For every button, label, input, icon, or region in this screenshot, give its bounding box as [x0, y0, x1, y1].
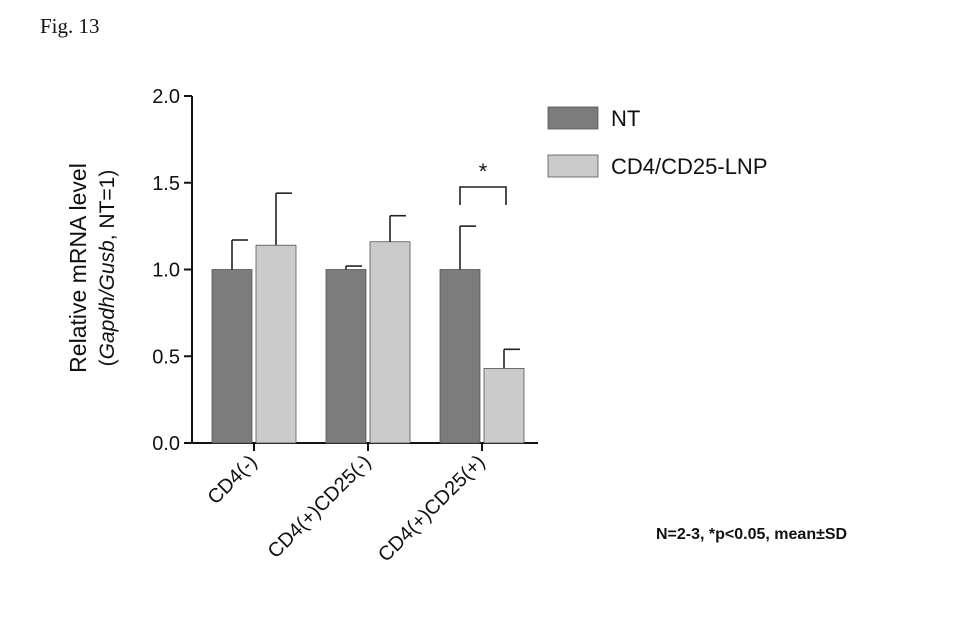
y-tick-label: 1.5: [152, 173, 180, 195]
statistics-footnote: N=2-3, *p<0.05, mean±SD: [656, 526, 847, 544]
legend-label-lnp: CD4/CD25-LNP: [611, 154, 768, 179]
legend-label-nt: NT: [611, 106, 640, 131]
y-axis-label: Relative mRNA level: [65, 163, 91, 373]
x-category-label: CD4(+)CD25(+): [374, 451, 489, 566]
y-tick-label: 0.0: [152, 433, 180, 455]
legend-swatch-lnp: [548, 155, 598, 177]
x-category-label: CD4(-): [204, 451, 262, 509]
y-axis-label-units: (Gapdh/Gusb, NT=1): [96, 170, 119, 367]
legend-swatch-nt: [548, 107, 598, 129]
x-category-label: CD4(+)CD25(-): [264, 451, 376, 563]
y-tick-label: 0.5: [152, 346, 180, 368]
bar-lnp-0: [256, 245, 296, 443]
significance-bracket: [460, 187, 506, 205]
bar-lnp-1: [370, 242, 410, 443]
bar-lnp-2: [484, 368, 524, 443]
bar-nt-0: [212, 270, 252, 444]
y-tick-label: 2.0: [152, 86, 180, 108]
significance-asterisk: *: [479, 159, 488, 184]
y-tick-label: 1.0: [152, 260, 180, 282]
bar-nt-2: [440, 270, 480, 444]
bar-nt-1: [326, 270, 366, 444]
